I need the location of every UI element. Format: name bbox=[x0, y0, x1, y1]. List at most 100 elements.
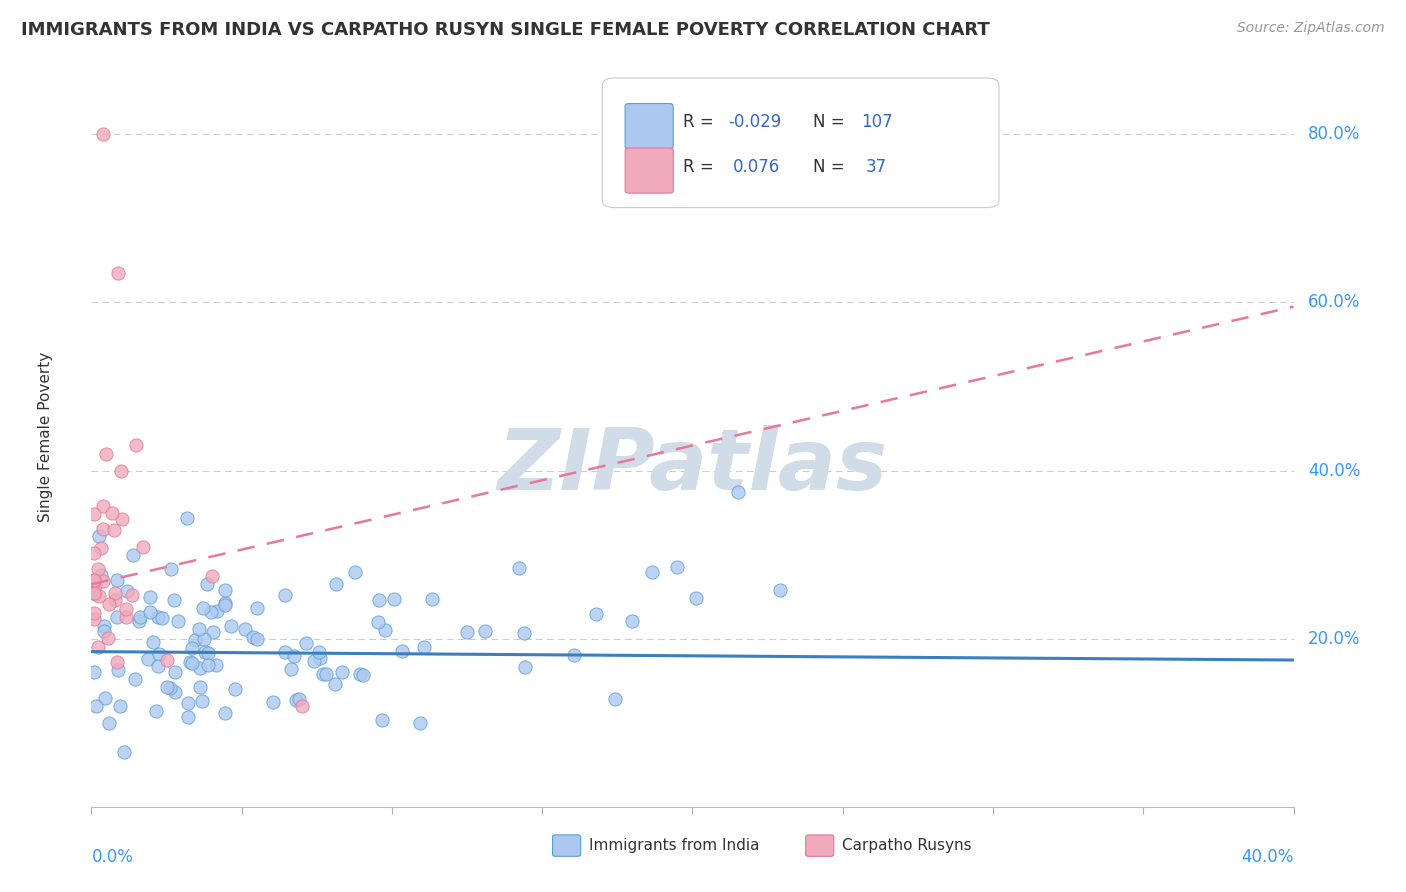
Point bbox=[121, 588, 143, 602]
Point bbox=[83, 586, 105, 600]
Point bbox=[91, 522, 114, 536]
Point bbox=[214, 583, 236, 598]
Point bbox=[201, 569, 224, 583]
Point bbox=[93, 618, 115, 632]
Text: Carpatho Rusyns: Carpatho Rusyns bbox=[842, 838, 972, 853]
Point bbox=[323, 676, 346, 690]
Text: R =: R = bbox=[683, 113, 718, 131]
Point bbox=[87, 640, 110, 654]
Point bbox=[309, 651, 332, 665]
Point bbox=[177, 696, 200, 710]
Point bbox=[93, 624, 115, 638]
Point bbox=[97, 716, 120, 731]
Point bbox=[150, 610, 173, 624]
Point bbox=[156, 680, 179, 694]
Point bbox=[131, 541, 153, 555]
Point bbox=[641, 565, 664, 579]
Text: ZIPatlas: ZIPatlas bbox=[498, 425, 887, 508]
Point bbox=[245, 632, 267, 647]
Point bbox=[349, 667, 371, 681]
Point bbox=[165, 685, 187, 699]
Point bbox=[330, 665, 353, 679]
Point bbox=[84, 579, 107, 593]
Point bbox=[412, 640, 434, 655]
Point bbox=[155, 653, 177, 667]
Point bbox=[176, 510, 198, 524]
Point bbox=[93, 574, 115, 588]
Point bbox=[344, 566, 367, 580]
Point bbox=[312, 667, 335, 681]
Point bbox=[177, 710, 200, 724]
Point bbox=[283, 649, 305, 664]
Text: 0.0%: 0.0% bbox=[91, 848, 134, 866]
Point bbox=[315, 667, 337, 681]
Point bbox=[214, 599, 236, 613]
Point bbox=[188, 680, 211, 694]
Point bbox=[197, 646, 219, 660]
Point bbox=[187, 622, 209, 636]
Point bbox=[104, 593, 127, 607]
Point bbox=[139, 605, 162, 619]
Point bbox=[117, 583, 139, 598]
Point bbox=[90, 568, 112, 582]
Text: 37: 37 bbox=[866, 158, 887, 176]
Point bbox=[295, 636, 318, 650]
Point bbox=[108, 699, 131, 714]
Point bbox=[83, 545, 105, 559]
Point bbox=[205, 604, 228, 618]
Point bbox=[184, 633, 207, 648]
Point bbox=[621, 614, 644, 628]
Text: -0.029: -0.029 bbox=[728, 113, 782, 131]
Point bbox=[513, 660, 536, 674]
Point bbox=[285, 692, 308, 706]
Text: 80.0%: 80.0% bbox=[1308, 125, 1361, 144]
Text: 107: 107 bbox=[860, 113, 893, 131]
Point bbox=[205, 657, 228, 672]
Text: Immigrants from India: Immigrants from India bbox=[589, 838, 759, 853]
Point bbox=[110, 464, 132, 478]
Point bbox=[262, 695, 284, 709]
Point bbox=[308, 645, 330, 659]
Point bbox=[138, 591, 160, 605]
Point bbox=[191, 694, 214, 708]
Point bbox=[148, 647, 170, 661]
FancyBboxPatch shape bbox=[626, 148, 673, 194]
Point bbox=[136, 652, 159, 666]
Point bbox=[145, 704, 167, 718]
Point bbox=[163, 665, 186, 679]
Point bbox=[83, 665, 105, 680]
Point bbox=[159, 681, 181, 695]
Point bbox=[146, 610, 169, 624]
Point bbox=[121, 548, 143, 562]
Text: 40.0%: 40.0% bbox=[1241, 848, 1294, 866]
Point bbox=[474, 624, 496, 639]
Point bbox=[142, 634, 165, 648]
Point bbox=[160, 562, 183, 576]
Point bbox=[585, 607, 607, 621]
Point bbox=[93, 499, 115, 513]
Point bbox=[125, 438, 148, 452]
Point bbox=[128, 609, 150, 624]
Point bbox=[90, 541, 112, 555]
Point bbox=[84, 699, 107, 714]
Point bbox=[194, 644, 217, 658]
Point bbox=[685, 591, 707, 605]
Point bbox=[274, 588, 297, 602]
Point bbox=[214, 596, 236, 610]
Point bbox=[352, 668, 374, 682]
Point bbox=[727, 484, 749, 499]
Point bbox=[111, 512, 134, 526]
Point bbox=[603, 692, 626, 706]
Point bbox=[83, 607, 105, 621]
Point bbox=[200, 605, 222, 619]
Point bbox=[367, 615, 389, 629]
Point bbox=[83, 507, 105, 521]
Point bbox=[94, 690, 117, 705]
Point bbox=[146, 658, 169, 673]
Point bbox=[97, 631, 120, 645]
Point bbox=[96, 447, 118, 461]
Point bbox=[104, 586, 127, 600]
Point bbox=[202, 625, 225, 640]
Text: N =: N = bbox=[813, 113, 849, 131]
Point bbox=[246, 601, 269, 615]
